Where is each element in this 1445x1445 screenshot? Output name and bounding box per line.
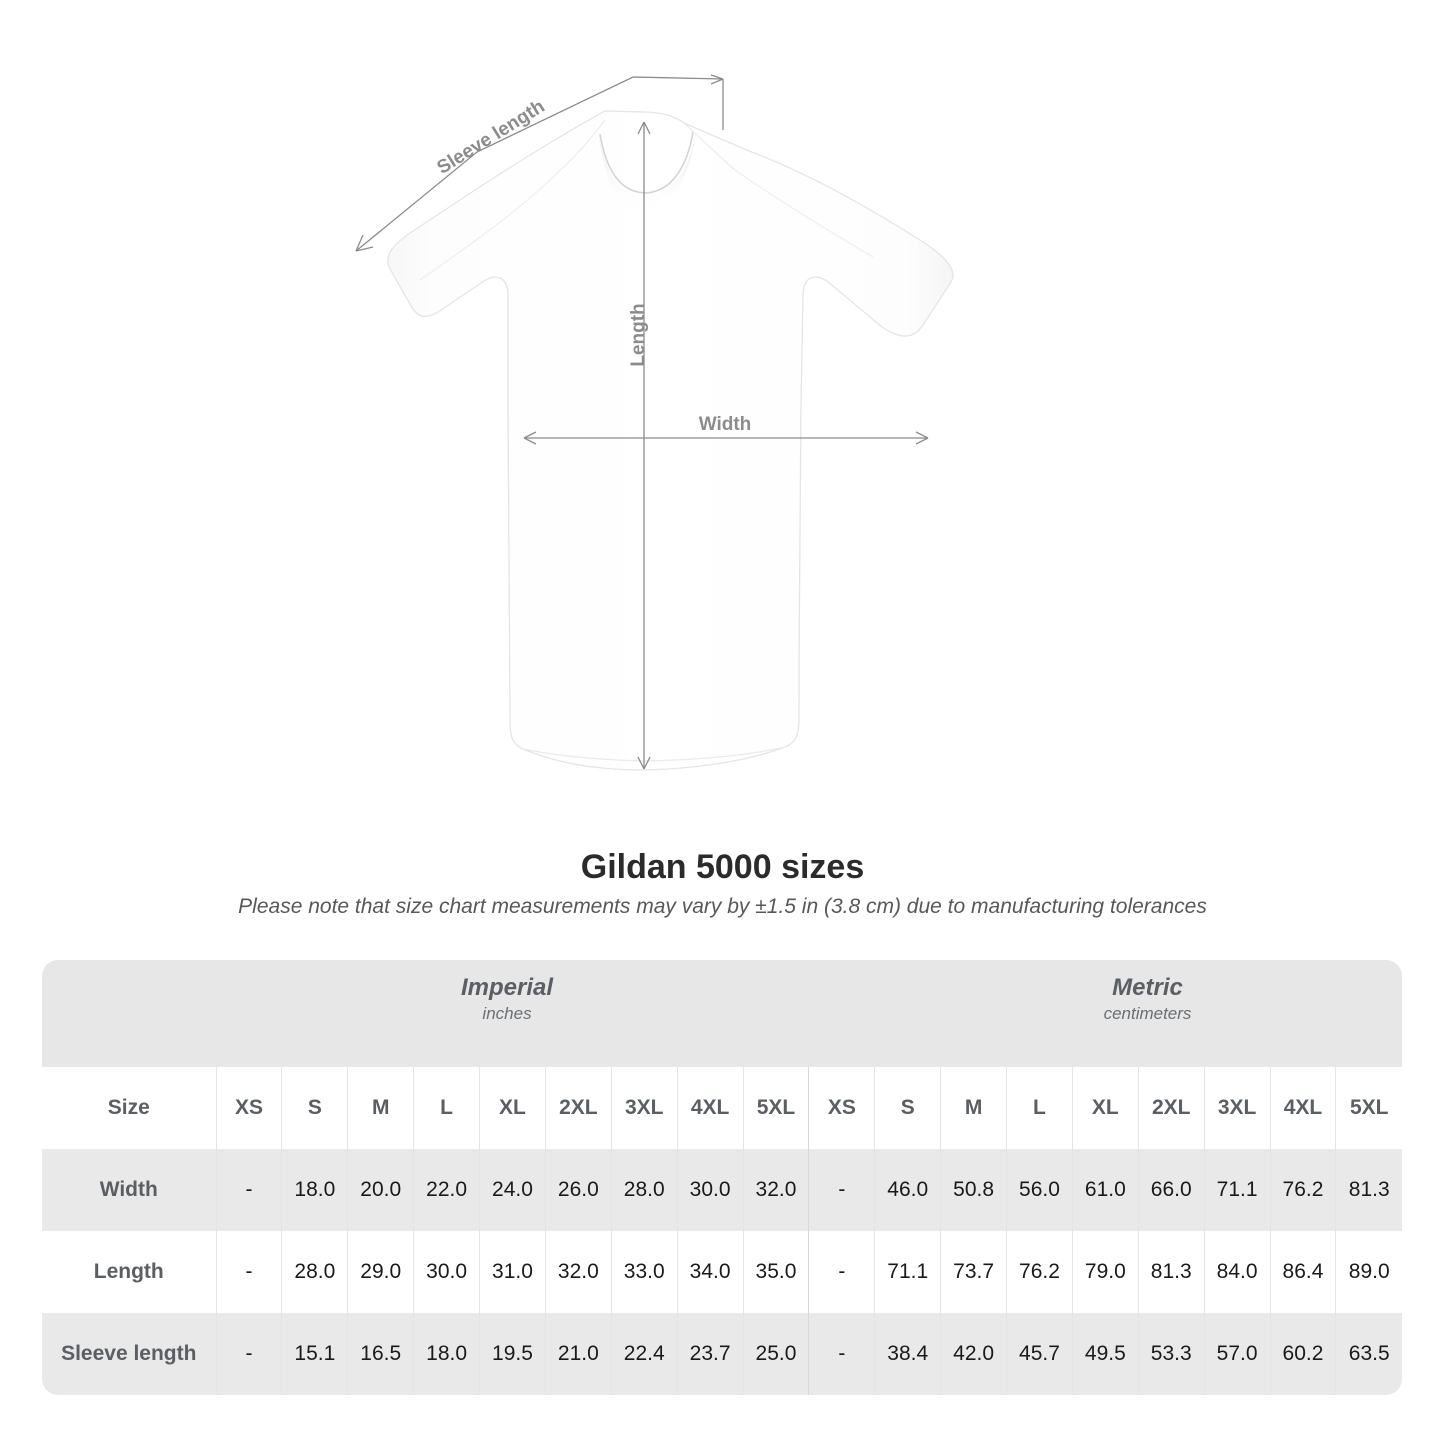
svg-text:Length: Length [628,303,649,366]
svg-text:Width: Width [699,414,752,435]
